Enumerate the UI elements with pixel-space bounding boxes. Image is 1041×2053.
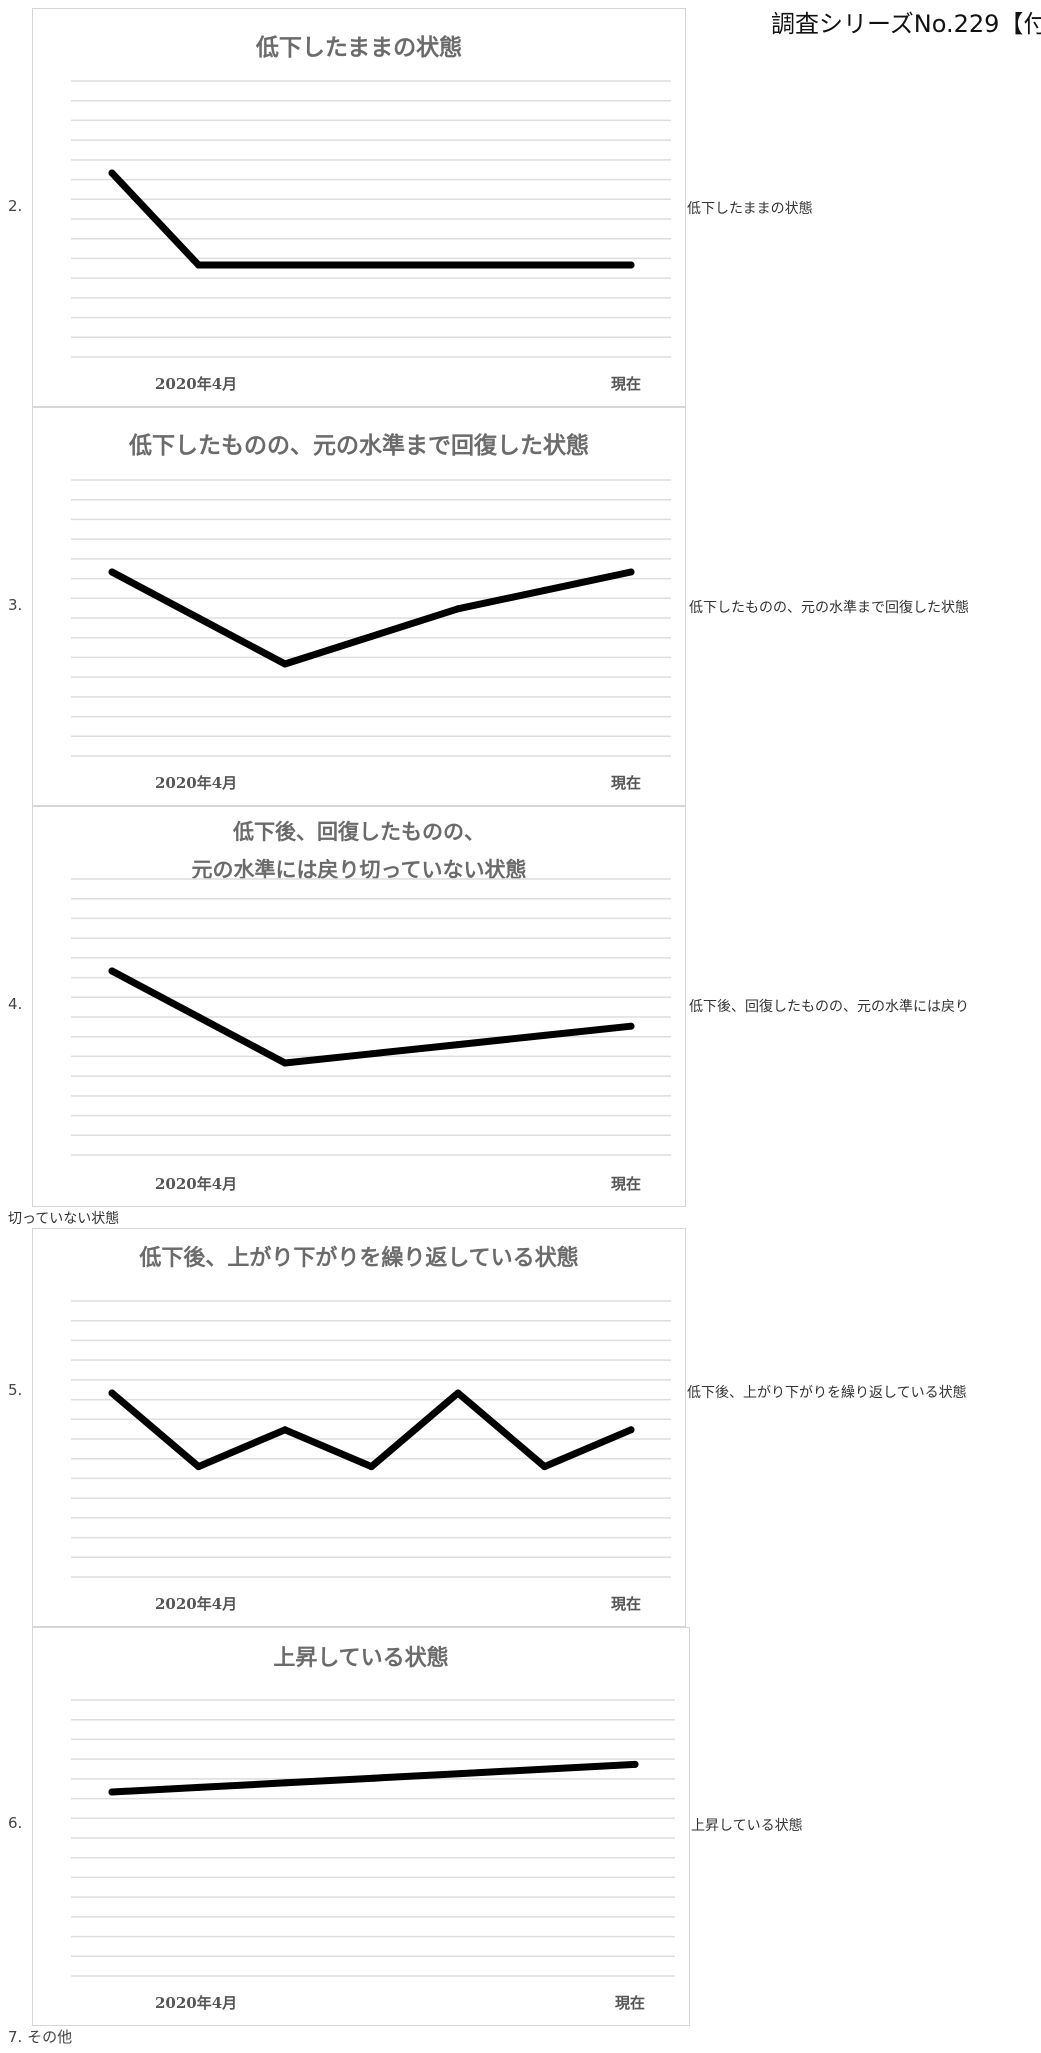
- data-point: [541, 1463, 548, 1471]
- chart-plot: [71, 80, 671, 358]
- data-point: [368, 1050, 375, 1058]
- chart-title-line: 上昇している状態: [273, 1646, 449, 1671]
- option-number-4: 4.: [8, 995, 23, 1013]
- x-tick-label-end: 現在: [611, 375, 642, 393]
- option-other-label: 7. その他: [8, 2028, 73, 2046]
- data-point: [195, 1013, 202, 1021]
- data-point: [627, 568, 635, 576]
- data-point: [454, 261, 462, 269]
- chart-title: 低下したものの、元の水準まで回復した状態: [33, 425, 685, 467]
- data-point: [370, 1774, 377, 1782]
- data-point: [108, 967, 116, 975]
- chart-plot: [71, 878, 671, 1156]
- data-point: [368, 632, 375, 640]
- data-point: [627, 1426, 635, 1434]
- x-tick-label-start: 2020年4月: [155, 1595, 238, 1613]
- x-tick-label-start: 2020年4月: [155, 1175, 238, 1193]
- option-caption-6: 上昇している状態: [691, 1818, 803, 1834]
- data-point: [627, 1022, 635, 1030]
- chart-title: 低下したままの状態: [33, 27, 685, 69]
- x-tick-label-end: 現在: [611, 1595, 642, 1613]
- chart-title: 低下後、回復したものの、 元の水準には戻り切っていない状態: [33, 812, 685, 890]
- data-point: [108, 568, 116, 576]
- chart-title-line: 低下後、上がり下がりを繰り返している状態: [139, 1246, 579, 1271]
- chart-option-3: 低下したものの、元の水準まで回復した状態 2020年4月 現在: [32, 407, 686, 806]
- x-tick-label-start: 2020年4月: [155, 774, 238, 792]
- data-point: [108, 1788, 116, 1796]
- x-tick-label-start: 2020年4月: [155, 1994, 238, 2012]
- data-point: [281, 1426, 289, 1434]
- data-point: [195, 1783, 203, 1791]
- data-point: [454, 605, 462, 613]
- data-point: [368, 261, 375, 269]
- option-caption-5: 低下後、上がり下がりを繰り返している状態: [687, 1385, 967, 1401]
- data-point: [631, 1760, 639, 1768]
- chart-title-line: 元の水準には戻り切っていない状態: [191, 858, 527, 882]
- data-point: [281, 1059, 289, 1067]
- document-header-title: 調査シリーズNo.229【付: [771, 10, 1041, 38]
- data-point: [281, 261, 289, 269]
- data-point: [282, 1779, 290, 1787]
- option-number-2: 2.: [8, 197, 23, 215]
- chart-plot: [71, 479, 671, 757]
- chart-title-line: 低下後、回復したものの、: [233, 820, 485, 844]
- option-caption-2: 低下したままの状態: [687, 201, 813, 217]
- data-point: [281, 660, 289, 668]
- chart-title-line: 低下したままの状態: [255, 35, 463, 61]
- chart-option-6: 上昇している状態 2020年4月 現在: [32, 1627, 690, 2026]
- chart-option-4: 低下後、回復したものの、 元の水準には戻り切っていない状態 2020年4月 現在: [32, 806, 686, 1207]
- chart-option-2: 低下したままの状態 2020年4月 現在: [32, 8, 686, 407]
- data-point: [195, 261, 202, 269]
- x-tick-label-end: 現在: [611, 774, 642, 792]
- series-line: [108, 1389, 635, 1471]
- chart-title-line: 低下したものの、元の水準まで回復した状態: [129, 433, 589, 459]
- data-point: [544, 1765, 552, 1773]
- data-point: [108, 169, 116, 177]
- data-point: [454, 1389, 462, 1397]
- option-number-3: 3.: [8, 596, 23, 614]
- data-point: [541, 261, 548, 269]
- x-tick-label-end: 現在: [615, 1994, 646, 2012]
- data-point: [541, 1031, 548, 1039]
- x-tick-label-end: 現在: [611, 1175, 642, 1193]
- data-point: [541, 586, 548, 594]
- chart-title: 低下後、上がり下がりを繰り返している状態: [33, 1238, 685, 1280]
- option-number-5: 5.: [8, 1381, 23, 1399]
- x-tick-label-start: 2020年4月: [155, 375, 238, 393]
- option-number-6: 6.: [8, 1814, 23, 1832]
- data-point: [454, 1041, 462, 1049]
- option-caption-4-continued: 切っていない状態: [8, 1211, 120, 1227]
- chart-title: 上昇している状態: [33, 1638, 689, 1680]
- data-point: [195, 614, 202, 622]
- option-caption-3: 低下したものの、元の水準まで回復した状態: [689, 600, 969, 616]
- data-point: [627, 261, 635, 269]
- data-point: [368, 1463, 375, 1471]
- data-point: [195, 1463, 202, 1471]
- data-point: [108, 1389, 116, 1397]
- chart-plot: [71, 1699, 675, 1977]
- option-caption-4: 低下後、回復したものの、元の水準には戻り: [689, 999, 969, 1015]
- data-point: [457, 1770, 465, 1778]
- chart-plot: [71, 1300, 671, 1578]
- chart-option-5: 低下後、上がり下がりを繰り返している状態 2020年4月 現在: [32, 1228, 686, 1627]
